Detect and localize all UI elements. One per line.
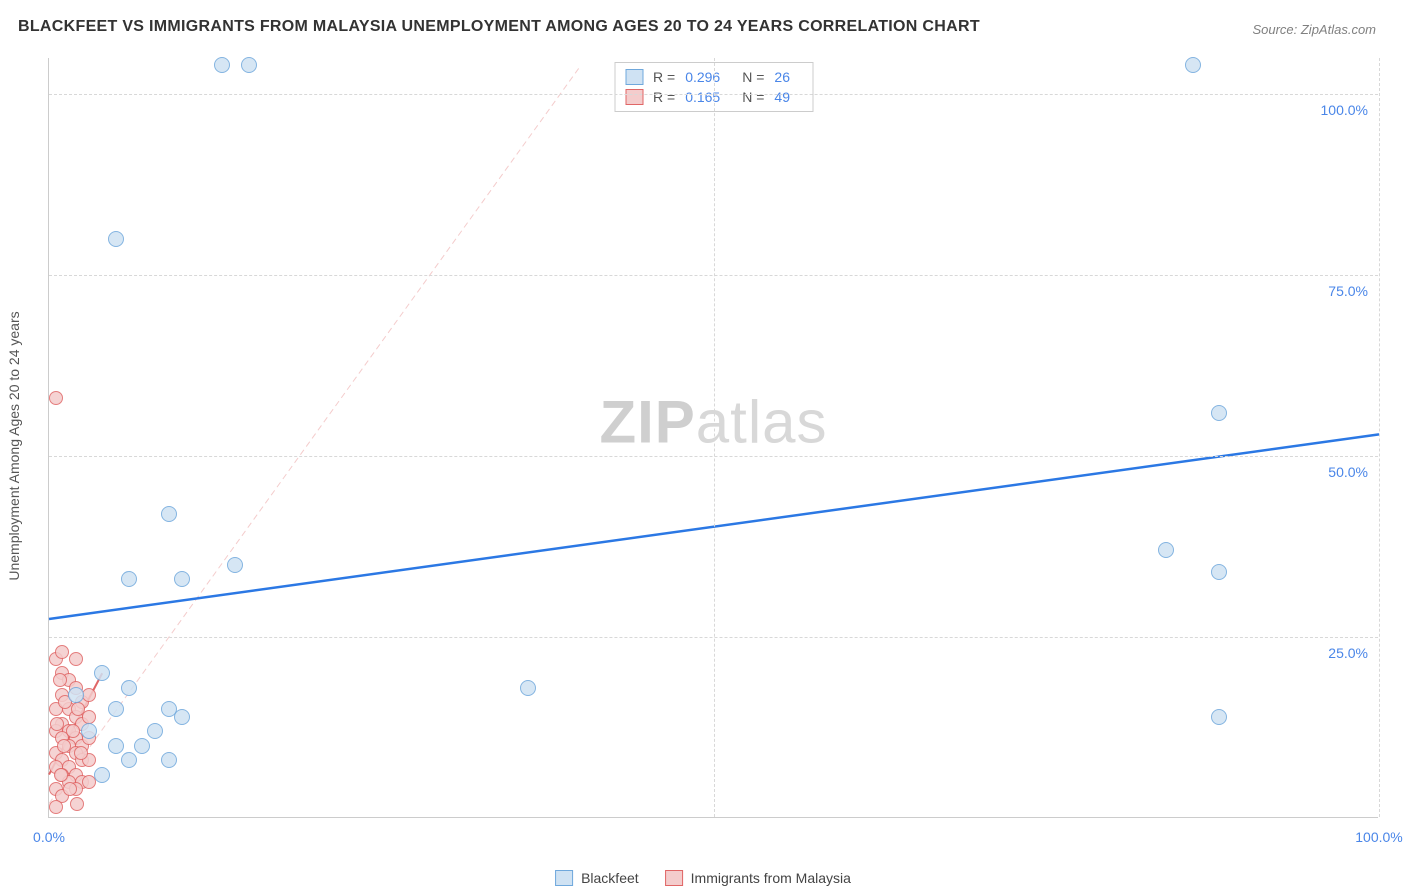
legend-swatch bbox=[555, 870, 573, 886]
data-point bbox=[70, 797, 84, 811]
stat-r-label: R = bbox=[653, 89, 675, 105]
legend-swatch bbox=[625, 69, 643, 85]
data-point bbox=[69, 652, 83, 666]
data-point bbox=[241, 57, 257, 73]
legend-item: Blackfeet bbox=[555, 870, 639, 886]
data-point bbox=[147, 723, 163, 739]
legend-swatch bbox=[625, 89, 643, 105]
legend-item: Immigrants from Malaysia bbox=[665, 870, 851, 886]
grid-line-v bbox=[714, 58, 715, 817]
data-point bbox=[1211, 405, 1227, 421]
data-point bbox=[1185, 57, 1201, 73]
data-point bbox=[54, 768, 68, 782]
stat-n-value: 49 bbox=[774, 89, 790, 105]
data-point bbox=[63, 782, 77, 796]
legend-label: Blackfeet bbox=[581, 870, 639, 886]
stat-n-label: N = bbox=[742, 89, 764, 105]
data-point bbox=[174, 571, 190, 587]
grid-line-v bbox=[1379, 58, 1380, 817]
data-point bbox=[108, 738, 124, 754]
data-point bbox=[82, 688, 96, 702]
data-point bbox=[50, 717, 64, 731]
data-point bbox=[66, 724, 80, 738]
data-point bbox=[161, 752, 177, 768]
data-point bbox=[94, 767, 110, 783]
data-point bbox=[174, 709, 190, 725]
data-point bbox=[49, 800, 63, 814]
y-axis-title: Unemployment Among Ages 20 to 24 years bbox=[6, 311, 22, 580]
legend-swatch bbox=[665, 870, 683, 886]
data-point bbox=[1211, 564, 1227, 580]
data-point bbox=[1158, 542, 1174, 558]
bottom-legend: Blackfeet Immigrants from Malaysia bbox=[555, 870, 851, 886]
data-point bbox=[134, 738, 150, 754]
y-tick-label: 100.0% bbox=[1321, 102, 1368, 118]
x-tick-label: 100.0% bbox=[1355, 829, 1402, 845]
source-attribution: Source: ZipAtlas.com bbox=[1252, 22, 1376, 37]
plot-area: ZIPatlas R =0.296N =26R =0.165N =49 25.0… bbox=[48, 58, 1378, 818]
chart-title: BLACKFEET VS IMMIGRANTS FROM MALAYSIA UN… bbox=[18, 18, 980, 36]
data-point bbox=[94, 665, 110, 681]
stat-n-label: N = bbox=[742, 69, 764, 85]
data-point bbox=[1211, 709, 1227, 725]
data-point bbox=[121, 571, 137, 587]
data-point bbox=[49, 391, 63, 405]
stat-n-value: 26 bbox=[774, 69, 790, 85]
data-point bbox=[71, 702, 85, 716]
data-point bbox=[108, 231, 124, 247]
data-point bbox=[520, 680, 536, 696]
y-tick-label: 75.0% bbox=[1328, 283, 1368, 299]
data-point bbox=[121, 680, 137, 696]
data-point bbox=[68, 687, 84, 703]
data-point bbox=[108, 701, 124, 717]
data-point bbox=[161, 506, 177, 522]
legend-label: Immigrants from Malaysia bbox=[691, 870, 851, 886]
stat-r-label: R = bbox=[653, 69, 675, 85]
data-point bbox=[81, 723, 97, 739]
x-tick-label: 0.0% bbox=[33, 829, 65, 845]
data-point bbox=[214, 57, 230, 73]
data-point bbox=[227, 557, 243, 573]
y-tick-label: 50.0% bbox=[1328, 464, 1368, 480]
data-point bbox=[57, 739, 71, 753]
data-point bbox=[55, 645, 69, 659]
data-point bbox=[53, 673, 67, 687]
data-point bbox=[121, 752, 137, 768]
data-point bbox=[74, 746, 88, 760]
y-tick-label: 25.0% bbox=[1328, 645, 1368, 661]
